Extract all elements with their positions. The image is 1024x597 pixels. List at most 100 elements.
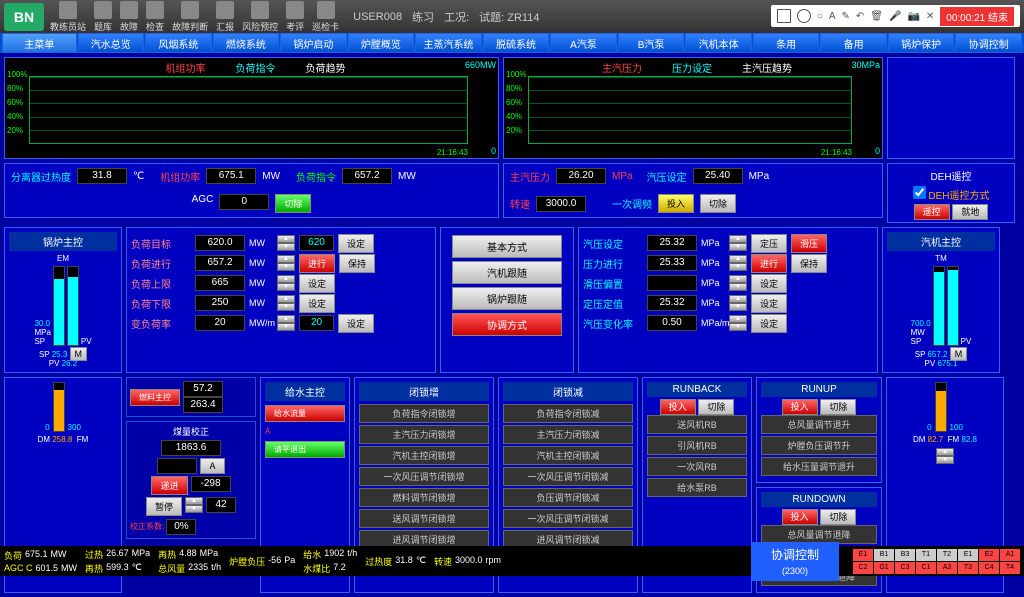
press-row-spin[interactable]: ▲▼ bbox=[729, 295, 747, 311]
nav-tab[interactable]: 风烟系统 bbox=[145, 33, 212, 53]
load-row-btn2[interactable]: 设定 bbox=[338, 234, 374, 253]
deh-btn2[interactable]: 就地 bbox=[952, 204, 988, 220]
block-item[interactable]: 总风量调节退升 bbox=[761, 415, 877, 434]
cmd-btn[interactable]: 基本方式 bbox=[452, 235, 562, 258]
press-row-btn[interactable]: 设定 bbox=[751, 274, 787, 293]
press-row-btn2[interactable]: 滑压 bbox=[791, 234, 827, 253]
load-row-btn[interactable]: 进行 bbox=[299, 254, 335, 273]
block-btn1[interactable]: 投入 bbox=[782, 509, 818, 525]
nav-tab[interactable]: 条用 bbox=[753, 33, 820, 53]
block-item[interactable]: 给水压量调节退升 bbox=[761, 457, 877, 476]
agc-btn[interactable]: 切除 bbox=[275, 194, 311, 213]
nav-tab[interactable]: 备用 bbox=[820, 33, 887, 53]
gauge-r-spin[interactable]: ▲▼ bbox=[936, 448, 954, 464]
press-row-btn[interactable]: 设定 bbox=[751, 314, 787, 333]
coal-btn3[interactable]: 暂停 bbox=[146, 497, 182, 516]
toolbar-btn[interactable]: 检查 bbox=[142, 0, 168, 34]
nav-tab[interactable]: 燃烧系统 bbox=[213, 33, 280, 53]
nav-tab[interactable]: 主蒸汽系统 bbox=[415, 33, 482, 53]
load-row-btn2[interactable]: 设定 bbox=[299, 274, 335, 293]
nav-tab[interactable]: 主菜单 bbox=[2, 33, 77, 53]
rec-time[interactable]: 00:00:21 结束 bbox=[940, 7, 1014, 26]
toolbar-btn[interactable]: 汇报 bbox=[212, 0, 238, 34]
block-item[interactable]: 送风机RB bbox=[647, 415, 747, 434]
load-row-spin[interactable]: ▲▼ bbox=[277, 295, 295, 311]
load-row-spin[interactable]: ▲▼ bbox=[277, 315, 295, 331]
block-btn1[interactable]: 投入 bbox=[782, 399, 818, 415]
fuel-title[interactable]: 燃料主控 bbox=[130, 389, 180, 406]
press-row-spin[interactable]: ▲▼ bbox=[729, 275, 747, 291]
rec-cam-icon[interactable]: 📷 bbox=[907, 11, 919, 22]
load-row-btn2[interactable]: 保持 bbox=[339, 254, 375, 273]
toolbar-btn[interactable]: 考评 bbox=[282, 0, 308, 34]
press-row-btn[interactable]: 定压 bbox=[751, 234, 787, 253]
nav-tab[interactable]: 锅炉启动 bbox=[280, 33, 347, 53]
load-row-btn2[interactable]: 设定 bbox=[299, 294, 335, 313]
nav-tab[interactable]: 炉膛概览 bbox=[348, 33, 415, 53]
toolbar-btn[interactable]: 故障 bbox=[116, 0, 142, 34]
block-item[interactable]: 汽机主控闭锁增 bbox=[359, 446, 489, 465]
rec-pen-icon[interactable]: ✎ bbox=[842, 11, 850, 22]
press-row-spin[interactable]: ▲▼ bbox=[729, 315, 747, 331]
toolbar-btn[interactable]: 巡检卡 bbox=[308, 0, 343, 34]
press-row-spin[interactable]: ▲▼ bbox=[729, 255, 747, 271]
rec-trash-icon[interactable]: 🗑 bbox=[870, 11, 883, 22]
status-ctrl[interactable]: 协调控制(2300) bbox=[751, 542, 839, 581]
block-item[interactable]: 一次风压调节闭锁减 bbox=[503, 509, 633, 528]
block-item[interactable]: 一次风RB bbox=[647, 457, 747, 476]
block-item[interactable]: 一次风压调节闭锁增 bbox=[359, 467, 489, 486]
block-item[interactable]: 负荷指令闭锁减 bbox=[503, 404, 633, 423]
nav-tab[interactable]: 汽机本体 bbox=[685, 33, 752, 53]
nav-tab[interactable]: 脱硫系统 bbox=[483, 33, 550, 53]
water-btn2[interactable]: 请平退出 bbox=[265, 441, 345, 458]
press-row-btn[interactable]: 保持 bbox=[791, 254, 827, 273]
rec-undo-icon[interactable]: ↶ bbox=[856, 11, 864, 22]
block-item[interactable]: 送风调节闭锁增 bbox=[359, 509, 489, 528]
coal-btn2[interactable]: 递进 bbox=[151, 476, 187, 495]
rec-close-icon[interactable]: ✕ bbox=[926, 11, 934, 22]
deh-check[interactable] bbox=[913, 186, 926, 199]
load-row-btn2[interactable]: 设定 bbox=[338, 314, 374, 333]
nav-tab[interactable]: 锅炉保护 bbox=[888, 33, 955, 53]
block-item[interactable]: 主汽压力闭锁增 bbox=[359, 425, 489, 444]
press-row-spin[interactable]: ▲▼ bbox=[729, 235, 747, 251]
block-item[interactable]: 主汽压力闭锁减 bbox=[503, 425, 633, 444]
block-btn2[interactable]: 切除 bbox=[820, 509, 856, 525]
rec-circle2-icon[interactable]: ○ bbox=[817, 11, 823, 22]
cmd-btn[interactable]: 汽机跟随 bbox=[452, 261, 562, 284]
block-item[interactable]: 炉膛负压调节升 bbox=[761, 436, 877, 455]
rec-mic-icon[interactable]: 🎤 bbox=[889, 11, 901, 22]
block-item[interactable]: 汽机主控闭锁减 bbox=[503, 446, 633, 465]
rec-shape-icon[interactable] bbox=[777, 9, 791, 23]
rec-circle-icon[interactable] bbox=[797, 9, 811, 23]
freq-btn1[interactable]: 投入 bbox=[658, 194, 694, 213]
block-item[interactable]: 负压调节闭锁减 bbox=[503, 488, 633, 507]
freq-btn2[interactable]: 切除 bbox=[700, 194, 736, 213]
load-row-spin[interactable]: ▲▼ bbox=[277, 235, 295, 251]
block-item[interactable]: 给水泵RB bbox=[647, 478, 747, 497]
toolbar-btn[interactable]: 题库 bbox=[90, 0, 116, 34]
block-item[interactable]: 一次风压调节闭锁减 bbox=[503, 467, 633, 486]
block-btn2[interactable]: 切除 bbox=[820, 399, 856, 415]
press-row-btnr[interactable]: 进行 bbox=[751, 254, 787, 273]
nav-tab[interactable]: B汽泵 bbox=[618, 33, 685, 53]
toolbar-btn[interactable]: 教练员站 bbox=[46, 0, 90, 34]
block-item[interactable]: 引风机RB bbox=[647, 436, 747, 455]
press-row-btn[interactable]: 设定 bbox=[751, 294, 787, 313]
coal-spin[interactable]: ▲▼ bbox=[185, 497, 203, 516]
block-item[interactable]: 燃料调节闭锁增 bbox=[359, 488, 489, 507]
cmd-btn[interactable]: 锅炉跟随 bbox=[452, 287, 562, 310]
water-btn1[interactable]: 给水流量 bbox=[265, 405, 345, 422]
nav-tab[interactable]: A汽泵 bbox=[550, 33, 617, 53]
load-row-spin[interactable]: ▲▼ bbox=[277, 255, 295, 271]
deh-btn1[interactable]: 遥控 bbox=[914, 204, 950, 220]
block-btn1[interactable]: 投入 bbox=[660, 399, 696, 415]
coal-btn1[interactable]: A bbox=[200, 458, 224, 474]
cmd-btn[interactable]: 协调方式 bbox=[452, 313, 562, 336]
rec-text-icon[interactable]: A bbox=[829, 11, 836, 22]
toolbar-btn[interactable]: 风险预控 bbox=[238, 0, 282, 34]
nav-tab[interactable]: 汽水总览 bbox=[78, 33, 145, 53]
block-item[interactable]: 负荷指令闭锁增 bbox=[359, 404, 489, 423]
toolbar-btn[interactable]: 故障判断 bbox=[168, 0, 212, 34]
nav-tab[interactable]: 协调控制 bbox=[955, 33, 1022, 53]
